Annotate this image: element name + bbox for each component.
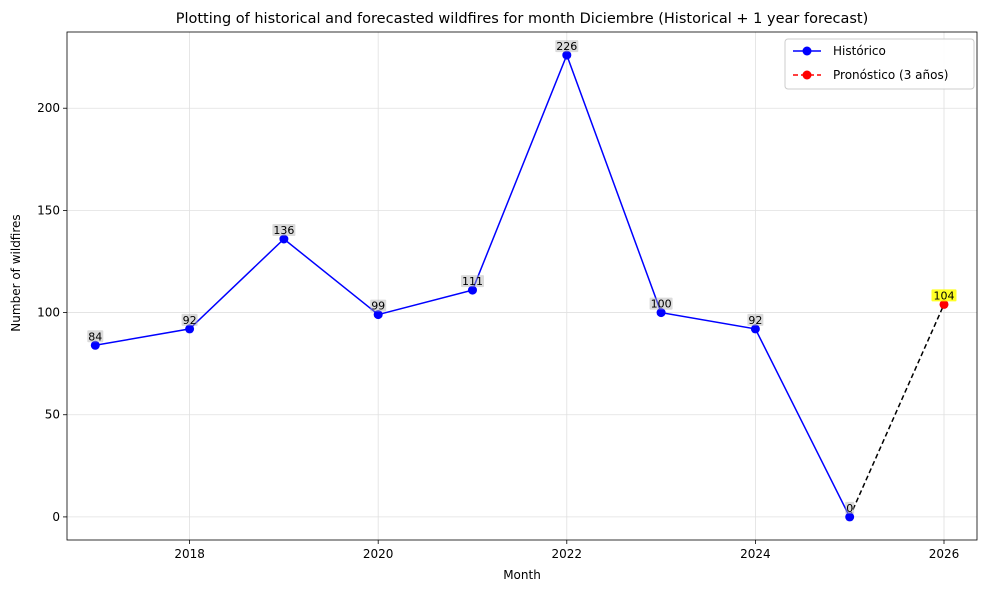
forecast-connector-line xyxy=(849,304,945,518)
data-point xyxy=(845,512,855,522)
x-tick-label: 2026 xyxy=(929,547,960,561)
data-point xyxy=(467,285,477,295)
data-labels: 84 92 136 99 111 226 100 92 0 104 xyxy=(87,40,957,515)
legend-box xyxy=(784,38,975,90)
x-axis-label: Month xyxy=(503,568,541,582)
data-label-bg xyxy=(747,313,764,326)
data-point xyxy=(373,310,383,320)
data-point xyxy=(90,340,100,350)
series-historico xyxy=(90,50,855,522)
x-tick-label: 2024 xyxy=(740,547,771,561)
y-tick-label: 200 xyxy=(37,101,60,115)
data-label-bg xyxy=(87,330,104,343)
y-tick-label: 100 xyxy=(37,306,60,320)
data-point xyxy=(939,299,949,309)
data-point xyxy=(185,324,195,334)
data-point xyxy=(562,50,572,60)
data-label-bg xyxy=(460,275,484,288)
legend-marker-pronostico xyxy=(802,70,812,80)
legend-label-pronostico: Pronóstico (3 años) xyxy=(833,68,948,82)
data-label: 92 xyxy=(183,314,197,327)
x-tick-label: 2018 xyxy=(174,547,205,561)
x-tick-label: 2020 xyxy=(363,547,394,561)
series-layer xyxy=(90,50,949,522)
data-label-bg xyxy=(649,297,673,310)
axis-ticks: 2018 2020 2022 2024 2026 0 50 100 150 200 xyxy=(37,101,959,561)
plot-frame xyxy=(66,31,978,541)
data-label-bg xyxy=(555,40,579,53)
data-label: 136 xyxy=(273,224,294,237)
data-label-bg xyxy=(370,299,387,312)
data-label: 92 xyxy=(748,314,762,327)
legend-marker-historico xyxy=(802,46,812,56)
data-label: 111 xyxy=(462,275,483,288)
x-tick-label: 2022 xyxy=(552,547,583,561)
y-tick-label: 0 xyxy=(52,510,60,524)
data-label-highlight xyxy=(931,289,957,302)
grid xyxy=(67,32,977,540)
y-tick-label: 50 xyxy=(45,408,60,422)
chart-title: Plotting of historical and forecasted wi… xyxy=(176,11,869,27)
data-label-bg xyxy=(272,224,296,237)
data-label: 84 xyxy=(88,330,102,343)
data-point xyxy=(656,308,666,318)
data-label-bg xyxy=(845,501,855,514)
data-label: 104 xyxy=(933,289,954,302)
y-axis-label: Number of wildfires xyxy=(9,214,23,331)
data-label: 99 xyxy=(371,300,385,313)
data-label-bg xyxy=(181,313,198,326)
forecast-connector xyxy=(849,304,945,518)
legend-label-historico: Histórico xyxy=(833,44,886,58)
data-label: 0 xyxy=(846,502,853,515)
data-point xyxy=(750,324,760,334)
data-label: 226 xyxy=(556,40,577,53)
legend: Histórico Pronóstico (3 años) xyxy=(784,38,975,90)
data-label: 100 xyxy=(651,298,672,311)
y-tick-label: 150 xyxy=(37,203,60,217)
data-point xyxy=(279,234,289,244)
series-pronostico xyxy=(939,299,949,309)
